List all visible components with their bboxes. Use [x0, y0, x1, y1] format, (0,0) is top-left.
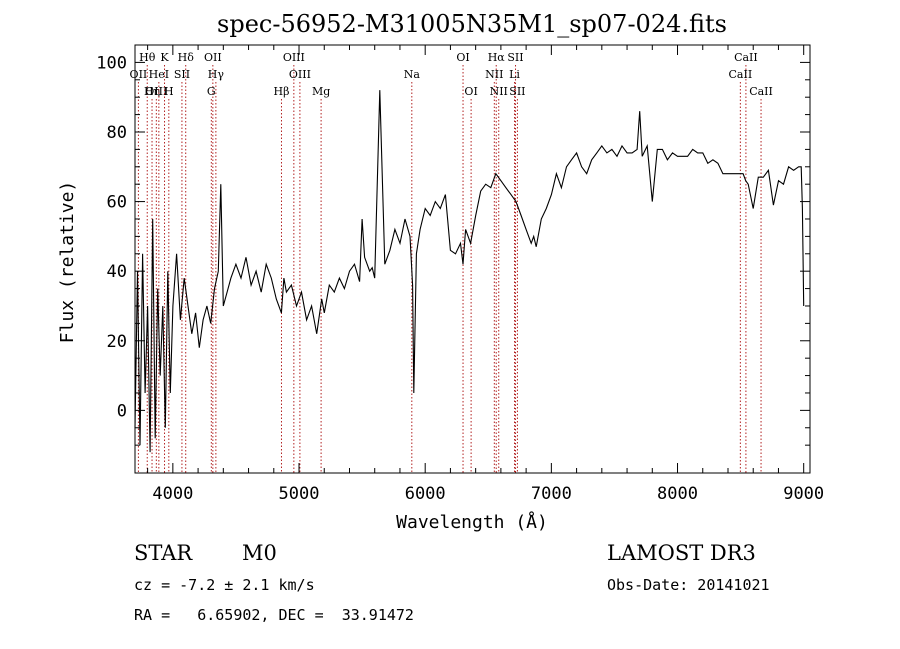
y-tick-label: 20: [107, 332, 127, 352]
x-axis-label: Wavelength (Å): [396, 511, 548, 533]
line-marker-label: OIII: [283, 51, 305, 64]
line-marker-label: Mg: [312, 85, 330, 98]
line-marker-label: OIII: [289, 68, 311, 81]
plot-frame: [134, 44, 811, 474]
y-tick-label: 60: [107, 193, 127, 213]
x-tick-label: 4000: [152, 484, 193, 504]
line-marker-label: CaII: [749, 85, 773, 98]
line-marker-label: Li: [509, 68, 520, 81]
spectrum-line: [134, 90, 805, 453]
line-marker-label: NII: [485, 68, 503, 81]
line-marker-label: Hβ: [274, 85, 290, 98]
line-marker-label: G: [207, 85, 216, 98]
line-marker-label: OIII: [145, 85, 167, 98]
redshift-text: cz = -7.2 ± 2.1 km/s: [134, 576, 315, 594]
line-marker-label: Hθ: [139, 51, 156, 64]
line-marker-label: CaII: [729, 68, 753, 81]
y-tick-label: 40: [107, 262, 127, 282]
object-subclass: M0: [242, 541, 277, 565]
y-tick-label: 0: [117, 401, 127, 421]
line-marker-label: H: [164, 85, 174, 98]
y-axis: 0 20 40 60 80 100: [96, 53, 810, 446]
line-marker-label: HeI: [149, 68, 169, 81]
x-tick-label: 8000: [657, 484, 698, 504]
x-tick-label: 6000: [405, 484, 446, 504]
line-marker-label: OII: [204, 51, 222, 64]
x-tick-label: 9000: [783, 484, 824, 504]
line-marker-label: NII: [490, 85, 508, 98]
survey-name: LAMOST DR3: [607, 541, 756, 565]
line-marker-label: SII: [509, 85, 525, 98]
chart-title: spec-56952-M31005N35M1_sp07-024.fits: [217, 10, 727, 38]
line-marker-label: Na: [404, 68, 421, 81]
line-marker-label: Hγ: [208, 68, 225, 81]
line-marker-label: SII: [174, 68, 190, 81]
line-marker-label: Hδ: [178, 51, 195, 64]
line-marker-label: OI: [464, 85, 477, 98]
line-marker-label: Hα: [488, 51, 506, 64]
x-tick-label: 7000: [531, 484, 572, 504]
y-tick-label: 80: [107, 123, 127, 143]
x-axis: 4000 5000 6000 7000 8000 9000: [147, 45, 824, 504]
object-class: STAR: [134, 541, 193, 565]
coordinates-text: RA = 6.65902, DEC = 33.91472: [134, 606, 414, 624]
x-tick-label: 5000: [279, 484, 320, 504]
line-marker-label: CaII: [734, 51, 758, 64]
line-marker-label: SII: [507, 51, 523, 64]
line-marker-label: K: [160, 51, 169, 64]
y-tick-label: 100: [96, 53, 127, 73]
line-marker-label: OII: [130, 68, 148, 81]
y-axis-label: Flux (relative): [57, 181, 78, 344]
line-marker-label: Hη: [144, 85, 160, 98]
line-marker-label: OI: [456, 51, 469, 64]
obs-date-text: Obs-Date: 20141021: [607, 576, 770, 594]
